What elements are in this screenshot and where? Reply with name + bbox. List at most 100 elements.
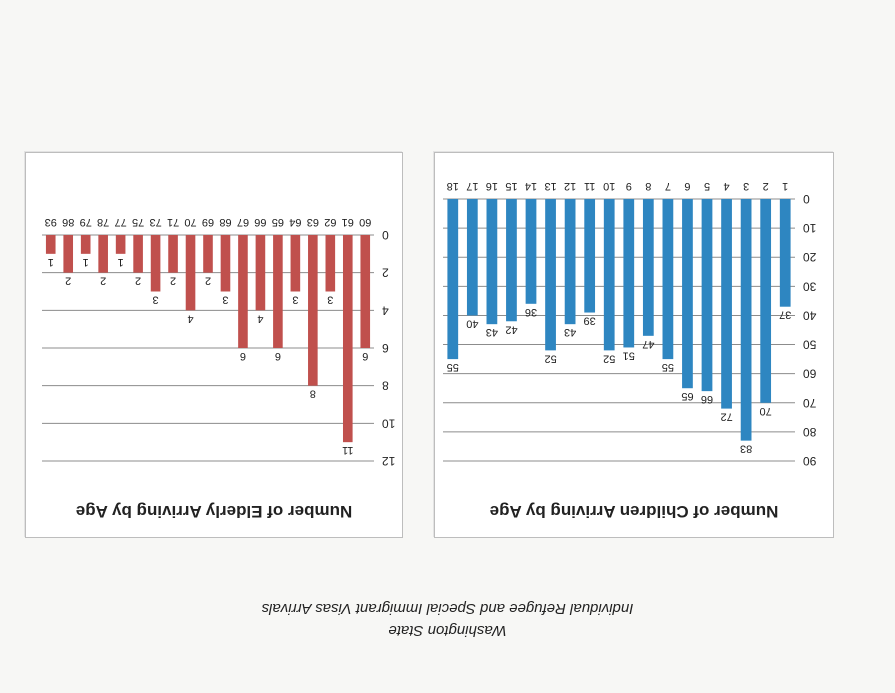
x-tick-label: 64 (289, 216, 301, 228)
x-tick-label: 12 (564, 180, 576, 192)
page-subheading: Individual Refugee and Special Immigrant… (261, 600, 634, 617)
x-tick-label: 6 (684, 180, 690, 192)
bar (779, 199, 791, 307)
bar (466, 199, 478, 316)
x-tick-label: 66 (254, 216, 266, 228)
children-bar-chart: 0 10 20 30 40 50 60 70 80 90 37 1 70 2 83 3 72 4 66 5 65 6 55 7… (443, 180, 817, 468)
data-label: 4 (257, 312, 263, 324)
data-label: 2 (65, 275, 71, 287)
data-label: 40 (466, 317, 478, 329)
y-tick-label: 0 (803, 192, 810, 206)
x-tick-label: 8 (645, 180, 651, 192)
bar (325, 235, 336, 292)
data-label: 55 (447, 361, 459, 373)
x-tick-label: 70 (184, 216, 196, 228)
data-label: 66 (701, 393, 713, 405)
bar (721, 199, 732, 409)
bar (273, 235, 283, 348)
children-chart-panel: Number of Children Arriving by Age 0 10 20… (434, 152, 834, 538)
data-label: 83 (740, 443, 752, 455)
data-label: 6 (362, 350, 368, 362)
data-label: 36 (525, 306, 537, 318)
bar (584, 199, 596, 313)
y-tick-label: 8 (382, 379, 389, 393)
bar (255, 235, 266, 311)
y-tick-label: 12 (382, 454, 396, 468)
data-label: 52 (544, 352, 556, 364)
y-tick-label: 80 (803, 425, 817, 439)
x-tick-label: 69 (202, 216, 214, 228)
page-heading: Washington State (388, 622, 507, 639)
bar (486, 199, 498, 325)
bar (203, 235, 213, 273)
x-tick-label: 93 (45, 216, 57, 228)
bar (308, 235, 318, 386)
bar (238, 235, 248, 348)
y-tick-label: 30 (803, 279, 817, 293)
x-tick-label: 11 (584, 180, 595, 192)
bar (115, 235, 126, 254)
bar (220, 235, 231, 292)
bar (506, 199, 517, 322)
bar (168, 235, 178, 273)
y-tick-label: 6 (382, 341, 389, 355)
bar (447, 199, 459, 360)
x-tick-label: 14 (525, 180, 537, 192)
bar (98, 235, 108, 273)
x-tick-label: 75 (132, 216, 144, 228)
data-label: 55 (662, 361, 674, 373)
bar (701, 199, 713, 392)
x-tick-label: 13 (544, 180, 556, 192)
data-label: 1 (48, 256, 54, 268)
y-tick-label: 0 (382, 228, 389, 242)
x-tick-label: 17 (466, 180, 478, 192)
x-tick-label: 61 (342, 216, 354, 228)
bar (525, 199, 537, 304)
x-tick-label: 16 (486, 180, 498, 192)
x-tick-label: 1 (782, 180, 788, 192)
bar (682, 199, 693, 389)
bar (342, 235, 353, 443)
data-label: 6 (275, 350, 281, 362)
x-tick-label: 60 (359, 216, 371, 228)
y-tick-label: 50 (803, 338, 817, 352)
bar (360, 235, 371, 348)
x-tick-label: 4 (723, 180, 729, 192)
bar (290, 235, 301, 292)
data-label: 2 (100, 275, 106, 287)
x-tick-label: 67 (237, 216, 249, 228)
x-tick-label: 3 (743, 180, 749, 192)
bar (63, 235, 74, 273)
elderly-bar-chart: 0246810126601161362863364665466667368269… (42, 216, 396, 468)
bar (642, 199, 654, 336)
y-tick-label: 70 (803, 396, 817, 410)
data-label: 3 (153, 294, 159, 306)
y-tick-label: 40 (803, 308, 817, 322)
data-label: 11 (342, 444, 353, 456)
x-tick-label: 7 (665, 180, 671, 192)
data-label: 1 (118, 256, 124, 268)
bar (45, 235, 56, 254)
bar (623, 199, 635, 348)
bar (150, 235, 161, 292)
data-label: 3 (327, 294, 333, 306)
y-tick-label: 90 (803, 454, 817, 468)
x-tick-label: 68 (219, 216, 231, 228)
x-tick-label: 5 (704, 180, 710, 192)
x-tick-label: 9 (626, 180, 632, 192)
data-label: 37 (779, 309, 791, 321)
data-label: 72 (720, 411, 732, 423)
data-label: 1 (83, 256, 89, 268)
x-tick-label: 71 (167, 216, 179, 228)
data-label: 51 (623, 349, 635, 361)
y-tick-label: 20 (803, 250, 817, 264)
y-tick-label: 4 (382, 303, 389, 317)
x-tick-label: 78 (97, 216, 109, 228)
x-tick-label: 10 (603, 180, 615, 192)
x-tick-label: 2 (763, 180, 769, 192)
data-label: 52 (603, 352, 615, 364)
y-tick-label: 10 (803, 221, 817, 235)
bar (564, 199, 576, 325)
x-tick-label: 63 (307, 216, 319, 228)
bar (545, 199, 556, 351)
